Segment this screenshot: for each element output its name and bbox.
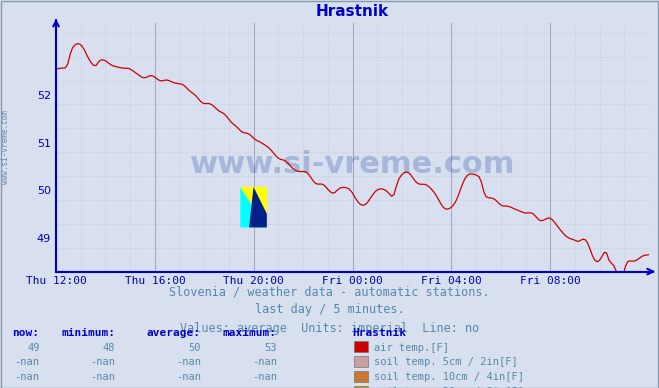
Text: last day / 5 minutes.: last day / 5 minutes. — [254, 303, 405, 317]
Text: -nan: -nan — [176, 357, 201, 367]
Text: 53: 53 — [264, 343, 277, 353]
Title: Hrastnik: Hrastnik — [316, 4, 389, 19]
Text: -nan: -nan — [176, 372, 201, 382]
Text: soil temp. 10cm / 4in[F]: soil temp. 10cm / 4in[F] — [374, 372, 524, 382]
Text: Slovenia / weather data - automatic stations.: Slovenia / weather data - automatic stat… — [169, 285, 490, 298]
Text: -nan: -nan — [252, 357, 277, 367]
Text: average:: average: — [147, 328, 201, 338]
Text: Values: average  Units: imperial  Line: no: Values: average Units: imperial Line: no — [180, 322, 479, 335]
Text: air temp.[F]: air temp.[F] — [374, 343, 449, 353]
Bar — [240, 187, 267, 227]
Text: 49: 49 — [27, 343, 40, 353]
Text: Hrastnik: Hrastnik — [353, 328, 407, 338]
Text: www.si-vreme.com: www.si-vreme.com — [190, 150, 515, 179]
Text: -nan: -nan — [90, 372, 115, 382]
Text: now:: now: — [13, 328, 40, 338]
Text: -nan: -nan — [252, 387, 277, 388]
Text: -nan: -nan — [14, 372, 40, 382]
Text: -nan: -nan — [90, 387, 115, 388]
Polygon shape — [240, 187, 267, 227]
Text: -nan: -nan — [14, 387, 40, 388]
Text: -nan: -nan — [176, 387, 201, 388]
Text: -nan: -nan — [90, 357, 115, 367]
Text: -nan: -nan — [14, 357, 40, 367]
Text: www.si-vreme.com: www.si-vreme.com — [1, 111, 10, 184]
Polygon shape — [240, 187, 267, 227]
Text: maximum:: maximum: — [223, 328, 277, 338]
Text: -nan: -nan — [252, 372, 277, 382]
Polygon shape — [249, 187, 267, 227]
Text: soil temp. 20cm / 8in[F]: soil temp. 20cm / 8in[F] — [374, 387, 524, 388]
Text: minimum:: minimum: — [61, 328, 115, 338]
Text: 48: 48 — [103, 343, 115, 353]
Text: soil temp. 5cm / 2in[F]: soil temp. 5cm / 2in[F] — [374, 357, 517, 367]
Text: 50: 50 — [188, 343, 201, 353]
